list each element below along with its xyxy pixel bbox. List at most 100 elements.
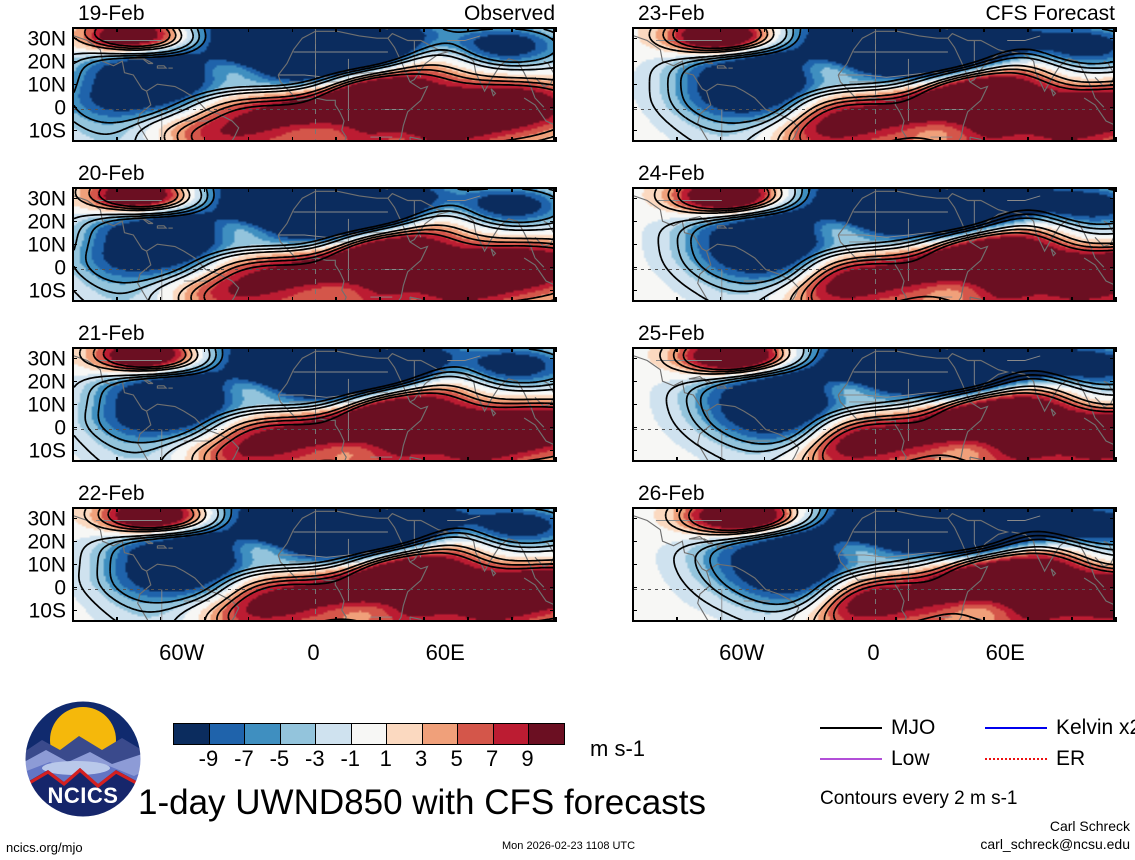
axis-tick bbox=[851, 507, 854, 512]
legend-label: ER bbox=[1056, 747, 1086, 770]
coastlines bbox=[634, 509, 1113, 620]
axis-tick bbox=[291, 507, 294, 512]
axis-tick bbox=[159, 297, 162, 302]
panel-date-label: 22-Feb bbox=[78, 482, 145, 505]
axis-tick bbox=[1115, 187, 1117, 192]
y-tick-label: 10N bbox=[27, 73, 66, 96]
axis-tick bbox=[550, 106, 555, 109]
map-overlays bbox=[74, 509, 553, 620]
colorbar-swatch bbox=[457, 724, 493, 744]
y-tick-label: 0 bbox=[54, 416, 66, 439]
axis-tick bbox=[719, 347, 722, 352]
axis-tick bbox=[467, 297, 469, 302]
axis-tick bbox=[1071, 457, 1073, 462]
axis-tick bbox=[72, 243, 77, 246]
axis-tick bbox=[335, 347, 338, 352]
axis-tick bbox=[550, 220, 555, 223]
axis-tick bbox=[511, 27, 513, 32]
map-overlays bbox=[74, 349, 553, 460]
axis-tick bbox=[511, 507, 513, 512]
axis-tick bbox=[291, 137, 294, 142]
axis-tick bbox=[423, 457, 425, 462]
y-axis-labels: 30N 20N 10N 0 10S bbox=[0, 347, 66, 462]
axis-tick bbox=[423, 187, 425, 192]
axis-tick bbox=[1027, 297, 1029, 302]
mjo-contours bbox=[77, 509, 553, 620]
axis-tick bbox=[1071, 297, 1073, 302]
axis-tick bbox=[719, 137, 722, 142]
axis-tick bbox=[115, 457, 118, 462]
axis-tick bbox=[72, 37, 77, 40]
axis-tick bbox=[719, 27, 722, 32]
axis-tick bbox=[115, 27, 118, 32]
axis-tick bbox=[550, 83, 555, 86]
colorbar-tick-label: -1 bbox=[340, 746, 361, 771]
axis-tick bbox=[632, 266, 637, 269]
colorbar-swatch bbox=[421, 724, 458, 744]
axis-tick bbox=[203, 617, 206, 622]
axis-tick bbox=[1110, 83, 1115, 86]
y-tick-label: 10S bbox=[28, 119, 66, 142]
axis-tick bbox=[1110, 380, 1115, 383]
axis-tick bbox=[851, 617, 854, 622]
axis-tick bbox=[632, 357, 637, 360]
axis-tick bbox=[632, 137, 634, 142]
axis-tick bbox=[1110, 106, 1115, 109]
y-tick-label: 30N bbox=[27, 507, 66, 530]
axis-tick bbox=[719, 297, 722, 302]
axis-tick bbox=[550, 266, 555, 269]
map-panel bbox=[632, 507, 1115, 622]
axis-tick bbox=[1110, 243, 1115, 246]
legend-label: Kelvin x2 bbox=[1056, 716, 1135, 739]
axis-tick bbox=[1110, 609, 1115, 612]
axis-tick bbox=[72, 129, 77, 132]
axis-tick bbox=[763, 507, 766, 512]
axis-tick bbox=[550, 449, 555, 452]
axis-tick bbox=[1027, 457, 1029, 462]
axis-tick bbox=[467, 347, 469, 352]
axis-tick bbox=[511, 187, 513, 192]
axis-tick bbox=[72, 457, 74, 462]
axis-tick bbox=[895, 187, 898, 192]
axis-tick bbox=[550, 403, 555, 406]
axis-tick bbox=[159, 187, 162, 192]
axis-tick bbox=[632, 380, 637, 383]
axis-tick bbox=[423, 27, 425, 32]
axis-tick bbox=[632, 563, 637, 566]
axis-tick bbox=[555, 457, 557, 462]
axis-tick bbox=[807, 457, 810, 462]
legend-line-swatch bbox=[820, 758, 882, 760]
axis-tick bbox=[550, 289, 555, 292]
x-tick-label: 60W bbox=[159, 640, 205, 665]
axis-tick bbox=[550, 60, 555, 63]
axis-tick bbox=[807, 27, 810, 32]
axis-tick bbox=[1110, 266, 1115, 269]
anomaly-shading bbox=[634, 349, 1113, 460]
axis-tick bbox=[203, 507, 206, 512]
colorbar-swatch bbox=[492, 724, 529, 744]
ncics-logo: NCICS bbox=[24, 700, 142, 823]
axis-tick bbox=[983, 187, 985, 192]
axis-tick bbox=[632, 60, 637, 63]
axis-tick bbox=[247, 457, 250, 462]
x-tick-label: 0 bbox=[307, 640, 320, 665]
legend-entry: MJO bbox=[820, 716, 935, 740]
axis-tick bbox=[555, 137, 557, 142]
map-overlays bbox=[634, 189, 1113, 300]
map-panel bbox=[632, 347, 1115, 462]
axis-tick bbox=[72, 586, 77, 589]
axis-tick bbox=[511, 457, 513, 462]
panel-date-label: 23-Feb bbox=[638, 2, 705, 25]
axis-tick bbox=[632, 187, 634, 192]
axis-tick bbox=[1115, 617, 1117, 622]
axis-tick bbox=[632, 37, 637, 40]
axis-tick bbox=[550, 609, 555, 612]
map-panel bbox=[72, 507, 555, 622]
axis-tick bbox=[1027, 187, 1029, 192]
axis-tick bbox=[895, 457, 898, 462]
axis-tick bbox=[1115, 27, 1117, 32]
axis-tick bbox=[203, 187, 206, 192]
axis-tick bbox=[807, 137, 810, 142]
axis-tick bbox=[763, 27, 766, 32]
axis-tick bbox=[1110, 197, 1115, 200]
